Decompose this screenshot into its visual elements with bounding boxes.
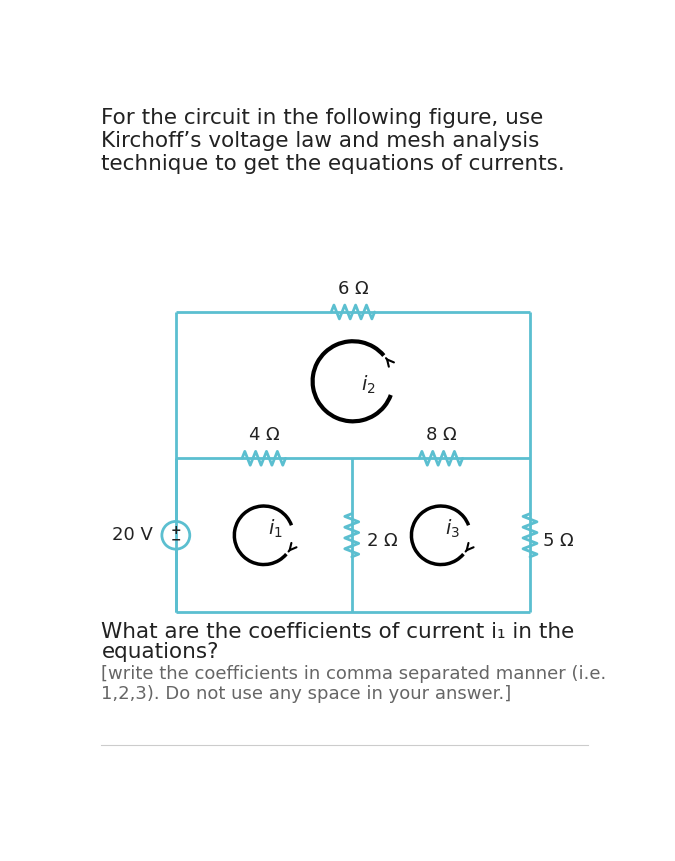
Text: [write the coefficients in comma separated manner (i.e.
1,2,3). Do not use any s: [write the coefficients in comma separat… (101, 665, 607, 703)
Text: What are the coefficients of current i₁ in the: What are the coefficients of current i₁ … (101, 622, 574, 641)
Text: For the circuit in the following figure, use
Kirchoff’s voltage law and mesh ana: For the circuit in the following figure,… (101, 108, 565, 174)
Text: 20 V: 20 V (111, 526, 153, 544)
Text: 6 $\Omega$: 6 $\Omega$ (337, 280, 369, 298)
Text: $i_2$: $i_2$ (360, 374, 375, 396)
Text: $i_3$: $i_3$ (445, 518, 460, 541)
Text: −: − (171, 534, 181, 547)
Text: $i_1$: $i_1$ (268, 518, 282, 541)
Text: 8 $\Omega$: 8 $\Omega$ (425, 426, 457, 444)
Text: equations?: equations? (101, 641, 219, 661)
Text: 5 $\Omega$: 5 $\Omega$ (543, 532, 574, 550)
Text: 2 $\Omega$: 2 $\Omega$ (366, 532, 398, 550)
Text: +: + (171, 524, 181, 537)
Text: 4 $\Omega$: 4 $\Omega$ (248, 426, 280, 444)
